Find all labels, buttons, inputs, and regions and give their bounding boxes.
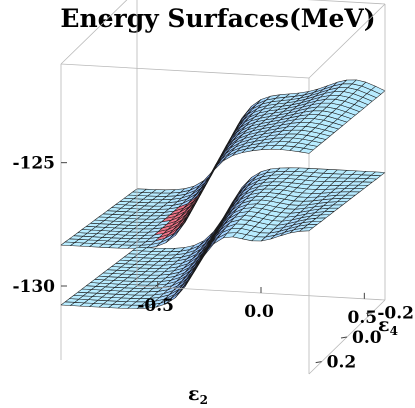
box-edge	[60, 63, 310, 79]
y-axis-label: ε4	[378, 314, 398, 338]
y-tick-mark	[340, 336, 348, 339]
surfaces	[60, 79, 386, 309]
y-tick-label: 0.2	[327, 353, 357, 373]
x-tick-label: -0.5	[137, 296, 174, 316]
box-edge	[307, 0, 386, 5]
y-tick-mark	[315, 361, 322, 364]
box-edge	[308, 3, 386, 79]
y-tick-mark	[366, 311, 373, 314]
z-tick-label: -130	[12, 277, 55, 297]
x-tick-label: 0.0	[244, 302, 274, 322]
x-axis-label: ε2	[188, 383, 208, 407]
y-tick-label: 0.0	[352, 328, 382, 348]
x-tick-label: 0.5	[348, 308, 378, 328]
z-tick-label: -125	[12, 154, 55, 174]
chart-title: Energy Surfaces(MeV)	[60, 4, 375, 33]
box-edge	[60, 0, 128, 65]
surface-cell	[370, 86, 386, 95]
axis-ticks: -0.5 0.0 0.50.20.0-0.2-125-130	[12, 154, 414, 373]
y-tick-label: -0.2	[377, 303, 414, 323]
surface-cell	[370, 171, 386, 176]
